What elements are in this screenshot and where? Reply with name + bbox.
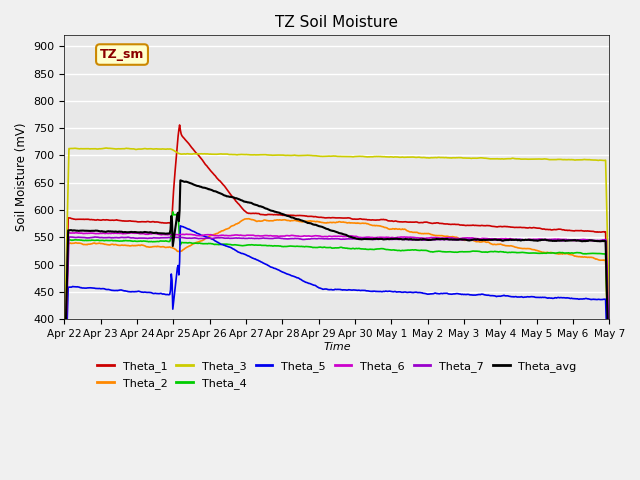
Line: Theta_7: Theta_7 bbox=[65, 237, 609, 387]
Theta_4 bbox=[420, 248, 428, 253]
Theta_3 bbox=[102, 145, 110, 151]
Theta_1 bbox=[127, 218, 134, 224]
Theta_1 bbox=[404, 219, 412, 225]
Theta_4 bbox=[182, 240, 190, 246]
Theta_7 bbox=[91, 234, 99, 240]
Line: Theta_4: Theta_4 bbox=[65, 212, 609, 396]
Theta_7 bbox=[420, 237, 428, 243]
Theta_1 bbox=[182, 138, 190, 144]
Theta_6 bbox=[420, 235, 428, 241]
X-axis label: Time: Time bbox=[323, 342, 351, 351]
Theta_3 bbox=[61, 340, 68, 346]
Theta_4 bbox=[61, 385, 68, 391]
Theta_2 bbox=[420, 231, 428, 237]
Theta_avg bbox=[61, 381, 68, 387]
Theta_6 bbox=[127, 230, 135, 236]
Line: Theta_6: Theta_6 bbox=[65, 233, 609, 385]
Title: TZ Soil Moisture: TZ Soil Moisture bbox=[275, 15, 398, 30]
Theta_4 bbox=[169, 209, 177, 215]
Theta_6 bbox=[61, 382, 68, 388]
Theta_4 bbox=[605, 393, 613, 398]
Line: Theta_2: Theta_2 bbox=[65, 219, 609, 399]
Theta_5 bbox=[177, 223, 184, 228]
Line: Theta_5: Theta_5 bbox=[65, 226, 609, 419]
Theta_1 bbox=[211, 173, 219, 179]
Theta_4 bbox=[211, 241, 219, 247]
Theta_1 bbox=[176, 122, 184, 128]
Theta_7 bbox=[211, 235, 219, 241]
Theta_6 bbox=[605, 356, 613, 362]
Legend: Theta_1, Theta_2, Theta_3, Theta_4, Theta_5, Theta_6, Theta_7, Theta_avg: Theta_1, Theta_2, Theta_3, Theta_4, Thet… bbox=[93, 357, 581, 393]
Line: Theta_3: Theta_3 bbox=[65, 148, 609, 343]
Theta_1 bbox=[61, 374, 68, 380]
Theta_6 bbox=[70, 230, 78, 236]
Theta_avg bbox=[127, 229, 134, 235]
Theta_3 bbox=[182, 151, 190, 157]
Theta_2 bbox=[211, 231, 218, 237]
Theta_5 bbox=[61, 410, 68, 416]
Theta_6 bbox=[404, 234, 412, 240]
Theta_3 bbox=[211, 151, 219, 157]
Theta_5 bbox=[404, 289, 412, 295]
Theta_3 bbox=[420, 155, 428, 160]
Theta_2 bbox=[605, 396, 613, 402]
Theta_avg bbox=[177, 178, 184, 183]
Theta_3 bbox=[70, 145, 78, 151]
Theta_4 bbox=[127, 238, 134, 243]
Theta_avg bbox=[404, 237, 412, 242]
Theta_5 bbox=[420, 290, 428, 296]
Theta_4 bbox=[70, 237, 78, 243]
Theta_3 bbox=[127, 146, 135, 152]
Theta_6 bbox=[211, 233, 219, 239]
Theta_7 bbox=[404, 237, 412, 242]
Y-axis label: Soil Moisture (mV): Soil Moisture (mV) bbox=[15, 123, 28, 231]
Theta_3 bbox=[605, 314, 613, 320]
Theta_5 bbox=[605, 416, 613, 421]
Theta_2 bbox=[182, 245, 189, 251]
Theta_2 bbox=[404, 228, 412, 234]
Theta_3 bbox=[404, 154, 412, 160]
Theta_5 bbox=[70, 284, 78, 289]
Theta_5 bbox=[182, 226, 190, 231]
Text: TZ_sm: TZ_sm bbox=[100, 48, 144, 61]
Theta_2 bbox=[70, 240, 78, 246]
Theta_2 bbox=[127, 243, 134, 249]
Theta_2 bbox=[61, 387, 68, 393]
Line: Theta_1: Theta_1 bbox=[65, 125, 609, 384]
Theta_5 bbox=[127, 289, 134, 295]
Theta_5 bbox=[211, 238, 219, 244]
Line: Theta_avg: Theta_avg bbox=[65, 180, 609, 389]
Theta_6 bbox=[72, 230, 79, 236]
Theta_4 bbox=[404, 247, 412, 253]
Theta_1 bbox=[420, 219, 428, 225]
Theta_7 bbox=[182, 235, 190, 241]
Theta_7 bbox=[61, 384, 68, 390]
Theta_7 bbox=[70, 234, 78, 240]
Theta_6 bbox=[182, 231, 190, 237]
Theta_avg bbox=[70, 228, 78, 233]
Theta_2 bbox=[244, 216, 252, 222]
Theta_7 bbox=[127, 235, 135, 241]
Theta_avg bbox=[182, 179, 190, 185]
Theta_7 bbox=[605, 360, 613, 366]
Theta_avg bbox=[420, 236, 428, 242]
Theta_1 bbox=[605, 382, 613, 387]
Theta_avg bbox=[211, 189, 219, 194]
Theta_1 bbox=[70, 216, 78, 222]
Theta_avg bbox=[605, 386, 613, 392]
